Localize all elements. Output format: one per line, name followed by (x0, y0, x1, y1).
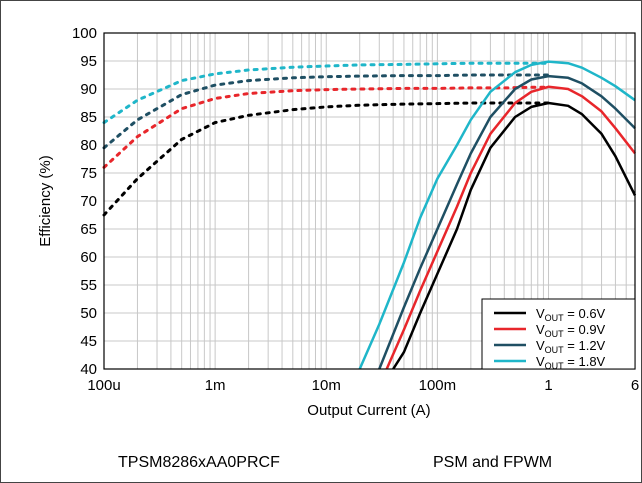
series-fpwm-line-1 (385, 85, 636, 370)
legend-label-1: VOUT = 0.9V (536, 322, 606, 339)
y-tick-label: 70 (80, 193, 97, 210)
x-tick-label: 100u (87, 377, 120, 394)
y-tick-label: 45 (80, 333, 97, 350)
device-name: TPSM8286xAA0PRCF (118, 454, 280, 471)
x-tick-label: 10m (312, 377, 341, 394)
y-tick-label: 100 (72, 25, 97, 42)
y-tick-label: 50 (80, 305, 97, 322)
mode-label: PSM and FPWM (433, 454, 553, 471)
series-psm-line-1 (102, 85, 550, 169)
y-tick-label: 65 (80, 221, 97, 238)
y-tick-label: 75 (80, 165, 97, 182)
y-axis-label: Efficiency (%) (37, 155, 54, 246)
x-tick-label: 100m (419, 377, 457, 394)
x-tick-label: 1 (544, 377, 552, 394)
series-psm-line-2 (102, 73, 550, 150)
x-tick-label: 1m (205, 377, 226, 394)
plot-border (103, 32, 636, 370)
y-tick-label: 95 (80, 53, 97, 70)
y-tick-label: 40 (80, 361, 97, 378)
y-tick-label: 80 (80, 137, 97, 154)
legend-label-2: VOUT = 1.2V (536, 338, 606, 355)
y-tick-label: 60 (80, 249, 97, 266)
series-fpwm-line-3 (358, 60, 636, 370)
y-tick-label: 90 (80, 81, 97, 98)
x-axis-label: Output Current (A) (307, 402, 430, 419)
y-tick-label: 85 (80, 109, 97, 126)
legend-label-0: VOUT = 0.6V (536, 306, 606, 323)
legend-label-3: VOUT = 1.8V (536, 354, 606, 371)
series-psm-line-3 (102, 61, 550, 125)
series-layer (102, 60, 637, 370)
series-fpwm-line-2 (378, 74, 636, 370)
x-tick-label: 6 (631, 377, 639, 394)
series-fpwm-line-0 (392, 101, 637, 370)
y-tick-label: 55 (80, 277, 97, 294)
series-psm-line-0 (102, 101, 550, 217)
legend-box (481, 298, 636, 370)
tick-labels: 40 45 50 55 60 65 70 75 80 85 90 95 100 100u 1m 10m 100m… (72, 25, 639, 394)
